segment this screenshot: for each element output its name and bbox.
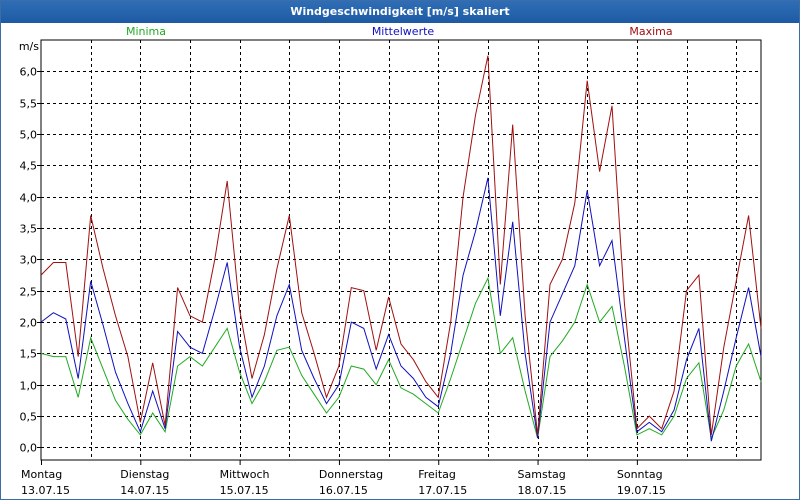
- x-tick-day: Montag: [21, 468, 62, 481]
- y-tick-label: 6,0: [20, 66, 38, 79]
- y-tick-label: 3,0: [20, 254, 38, 267]
- legend-minima: Minima: [126, 25, 166, 38]
- legend-maxima: Maxima: [629, 25, 672, 38]
- y-tick-label: 3,5: [20, 223, 38, 236]
- x-tick-day: Donnerstag: [319, 468, 383, 481]
- y-tick-label: 1,5: [20, 348, 38, 361]
- x-tick-date: 19.07.15: [617, 484, 666, 497]
- y-tick-label: 0,5: [20, 411, 38, 424]
- x-tick-date: 13.07.15: [21, 484, 70, 497]
- mittelwerte-line: [40, 177, 762, 442]
- y-axis-unit: m/s: [19, 40, 39, 53]
- y-tick-label: 2,5: [20, 286, 38, 299]
- x-tick-date: 17.07.15: [418, 484, 467, 497]
- x-tick-day: Samstag: [518, 468, 566, 481]
- x-tick-day: Mittwoch: [220, 468, 270, 481]
- x-tick-day: Freitag: [418, 468, 456, 481]
- legend-mittelwerte: Mittelwerte: [372, 25, 435, 38]
- x-tick-day: Sonntag: [617, 468, 663, 481]
- y-tick-label: 4,5: [20, 160, 38, 173]
- minima-line: [40, 276, 762, 440]
- y-tick-label: 0,0: [20, 442, 38, 455]
- x-tick-day: Dienstag: [120, 468, 169, 481]
- maxima-line: [40, 55, 762, 435]
- x-tick-date: 15.07.15: [220, 484, 269, 497]
- y-tick-label: 1,0: [20, 380, 38, 393]
- window-title: Windgeschwindigkeit [m/s] skaliert: [1, 1, 799, 23]
- x-tick-date: 16.07.15: [319, 484, 368, 497]
- plot-frame: [40, 39, 762, 461]
- y-tick-label: 2,0: [20, 317, 38, 330]
- x-tick-date: 14.07.15: [120, 484, 169, 497]
- x-tick-date: 18.07.15: [518, 484, 567, 497]
- y-tick-label: 5,0: [20, 129, 38, 142]
- y-tick-label: 5,5: [20, 98, 38, 111]
- y-tick-label: 4,0: [20, 192, 38, 205]
